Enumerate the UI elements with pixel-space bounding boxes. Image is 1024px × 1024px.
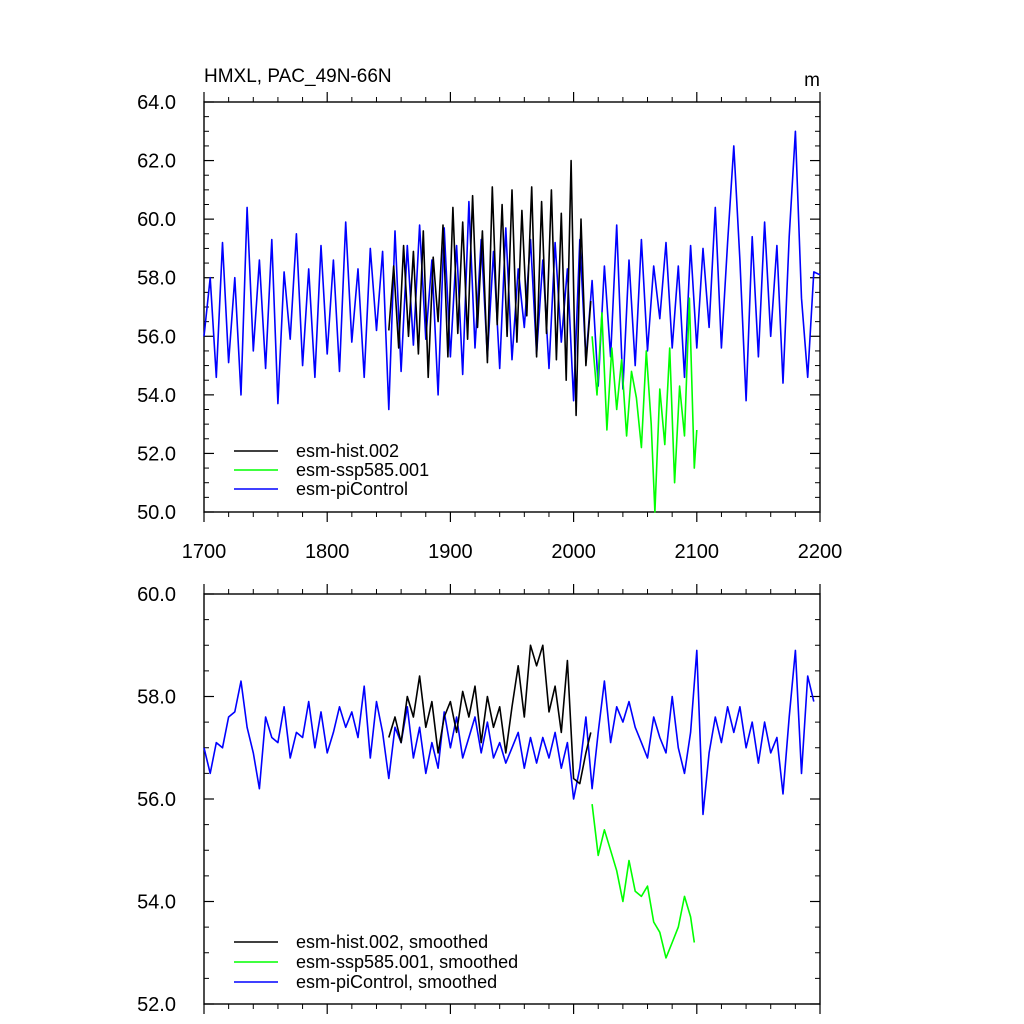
legend-label: esm-piControl	[296, 479, 408, 499]
y-tick-label: 60.0	[137, 584, 176, 606]
x-tick-label: 2200	[798, 541, 843, 563]
x-tick-label: 1900	[428, 541, 473, 563]
legend-label: esm-ssp585.001, smoothed	[296, 952, 518, 972]
series-lines	[203, 130, 821, 513]
series-line-0	[388, 644, 592, 785]
y-tick-label: 54.0	[137, 892, 176, 914]
y-tick-label: 60.0	[137, 209, 176, 231]
series-line-1	[591, 297, 698, 513]
y-tick-label: 52.0	[137, 443, 176, 465]
units-label: m	[804, 70, 820, 91]
series-lines	[203, 644, 815, 959]
x-tick-label: 1800	[305, 541, 350, 563]
bottom-panel: 52.0 54.0 56.0 58.0 60.0 esm-hist.002, smoot…	[137, 584, 821, 1016]
y-tick-label: 50.0	[137, 502, 176, 524]
legend-label: esm-ssp585.001	[296, 460, 429, 480]
x-tick-label: 1700	[182, 541, 227, 563]
x-tick-label: 2000	[551, 541, 596, 563]
chart-title: HMXL, PAC_49N-66N	[204, 66, 392, 87]
series-line-0	[388, 159, 592, 417]
series-line-2	[203, 649, 815, 816]
y-tick-label: 64.0	[137, 92, 176, 114]
y-tick-label: 56.0	[137, 789, 176, 811]
legend-label: esm-piControl, smoothed	[296, 972, 497, 992]
axis-ticks: 50.0 52.0 54.0 56.0 58.0 60.0 62.0 64.0 1700 1800…	[137, 92, 842, 563]
top-panel: HMXL, PAC_49N-66N m 50.0 52.0 54.0 56.0 58.0…	[137, 66, 842, 563]
legend-label: esm-hist.002	[296, 441, 399, 461]
y-tick-label: 54.0	[137, 385, 176, 407]
y-tick-label: 58.0	[137, 687, 176, 709]
y-tick-label: 52.0	[137, 994, 176, 1016]
y-tick-label: 62.0	[137, 151, 176, 173]
y-tick-label: 58.0	[137, 268, 176, 290]
x-tick-label: 2100	[675, 541, 720, 563]
axis-ticks: 52.0 54.0 56.0 58.0 60.0	[137, 584, 821, 1016]
series-line-2	[203, 130, 821, 411]
y-tick-label: 56.0	[137, 326, 176, 348]
series-line-1	[591, 804, 696, 959]
legend-label: esm-hist.002, smoothed	[296, 932, 488, 952]
